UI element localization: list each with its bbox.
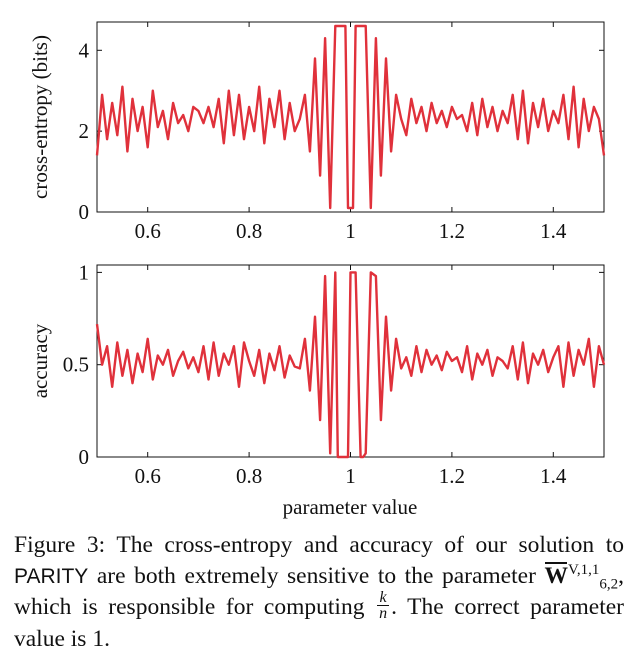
bottom-y-tick-label: 0 [79,445,90,469]
caption-text-1: The cross-entropy and accuracy of our so… [116,532,625,558]
top-x-tick-label: 0.8 [236,219,262,243]
figure: 0.6 0.8 1 1.2 1.4 0 2 4 cross-entropy (bits) 0… [28,21,606,519]
top-x-tick-label: 0.6 [135,219,161,243]
parameter-symbol-letter: W [544,563,568,589]
top-y-axis-label: cross-entropy (bits) [28,35,52,199]
cross-entropy-chart: 0.6 0.8 1 1.2 1.4 0 2 4 cross-entropy (bits) [28,21,606,243]
caption-text-2: are both extremely sensitive to the para… [96,563,536,589]
top-x-tick-label: 1.4 [540,219,567,243]
figure-caption: Figure 3: The cross-entropy and accuracy… [14,530,624,655]
top-x-tick-label: 1 [345,219,356,243]
parameter-symbol-superscript: V,1,1 [567,562,600,579]
caption-text-4: . [391,594,397,620]
fraction-numerator: k [377,590,390,607]
bottom-x-tick-label: 0.6 [135,464,161,488]
bottom-y-tick-label: 1 [79,260,90,284]
top-y-tick-label: 4 [79,38,90,62]
x-axis-label: parameter value [283,495,418,519]
figure-label: Figure 3: [14,532,106,558]
bottom-y-axis-label: accuracy [28,323,52,398]
bottom-y-tick-label: 0.5 [63,353,89,377]
caption-text-3: , which is responsible for computing [14,563,625,620]
top-x-tick-label: 1.2 [439,219,465,243]
accuracy-chart: 0.6 0.8 1 1.2 1.4 0 0.5 1 accuracy parameter v… [28,260,606,519]
top-y-tick-label: 0 [79,200,90,224]
cross-entropy-series-line [95,24,606,210]
bottom-x-tick-label: 0.8 [236,464,262,488]
top-plot-frame [96,21,605,213]
parameter-symbol: WV,1,16,2 [544,562,618,592]
parity-task-name: PARITY [14,565,89,588]
fraction-denominator: n [379,605,388,623]
parameter-symbol-subscript: 6,2 [599,576,619,593]
accuracy-series-line [95,271,606,459]
bottom-x-tick-label: 1 [345,464,356,488]
bottom-x-tick-label: 1.2 [439,464,465,488]
caption-text-5: The correct parameter value is 1. [14,594,625,653]
top-y-tick-label: 2 [79,119,90,143]
bottom-x-tick-label: 1.4 [540,464,567,488]
